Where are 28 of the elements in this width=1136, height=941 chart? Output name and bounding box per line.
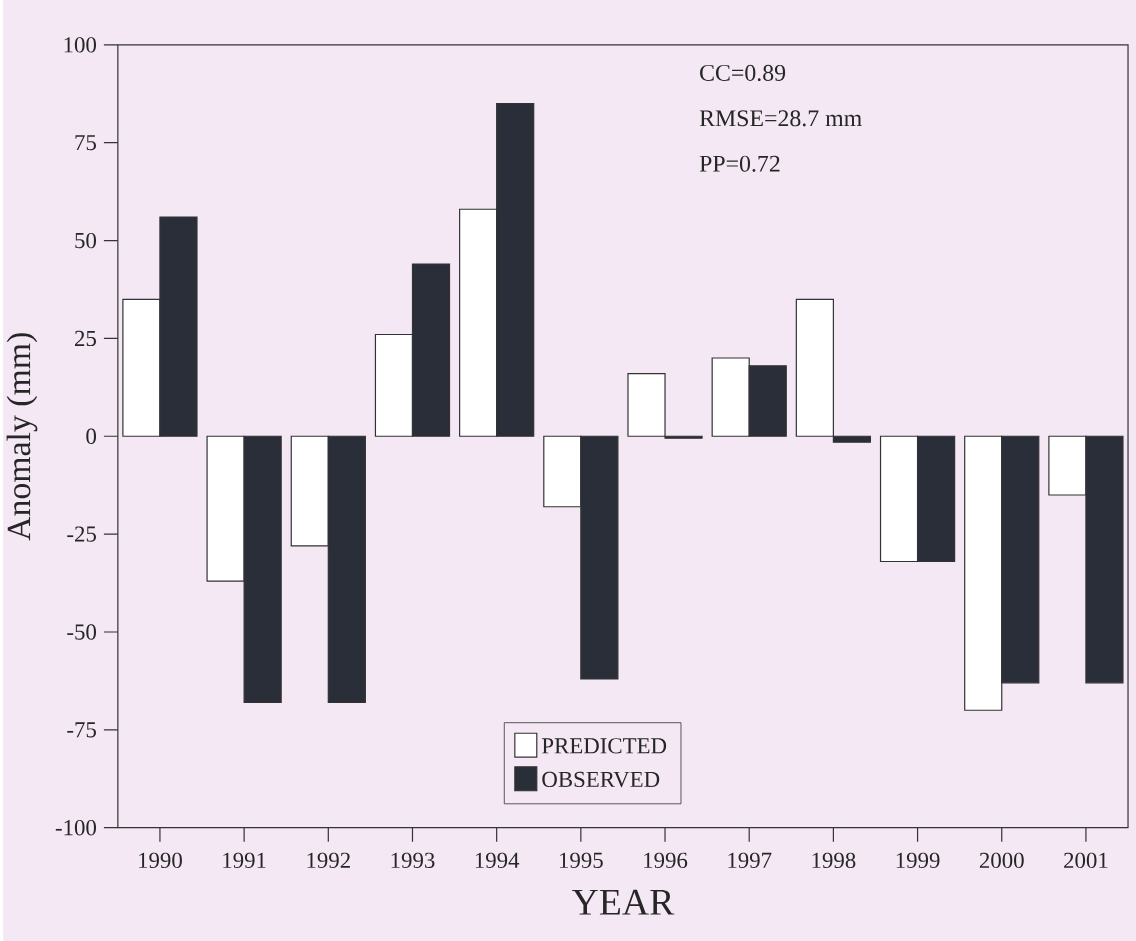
x-tick-label: 2001 bbox=[1064, 852, 1108, 868]
x-tick-label: 1992 bbox=[307, 852, 350, 868]
annotation: PP=0.72 bbox=[699, 155, 780, 172]
x-tick-label: 1997 bbox=[728, 852, 772, 868]
legend-label: PREDICTED bbox=[542, 738, 667, 754]
x-tick-label: 2000 bbox=[979, 852, 1024, 868]
x-tick-label: 1991 bbox=[223, 852, 266, 868]
x-tick-label: 1994 bbox=[475, 852, 520, 868]
x-tick-label: 1996 bbox=[644, 852, 688, 868]
legend-label: OBSERVED bbox=[542, 771, 660, 788]
y-tick-label: -75 bbox=[67, 722, 96, 738]
annotation: CC=0.89 bbox=[700, 64, 786, 81]
x-tick-label: 1999 bbox=[896, 852, 940, 868]
y-axis-title: Anomaly (mm) bbox=[6, 333, 38, 541]
y-tick-label: 25 bbox=[75, 330, 96, 346]
y-tick-label: -100 bbox=[55, 819, 96, 836]
x-tick-label: 1995 bbox=[559, 852, 603, 868]
y-tick-label: -25 bbox=[67, 526, 96, 542]
y-tick-label: 50 bbox=[75, 232, 96, 249]
y-tick-label: 100 bbox=[64, 37, 97, 53]
y-tick-label: -50 bbox=[67, 624, 97, 640]
annotation: RMSE=28.7 mm bbox=[699, 110, 862, 127]
x-tick-label: 1990 bbox=[139, 852, 182, 868]
y-tick-label: 0 bbox=[86, 428, 97, 444]
x-axis-title: YEAR bbox=[571, 889, 675, 915]
x-tick-label: 1998 bbox=[812, 852, 856, 868]
x-tick-label: 1993 bbox=[391, 852, 435, 868]
y-tick-label: 75 bbox=[75, 134, 96, 151]
